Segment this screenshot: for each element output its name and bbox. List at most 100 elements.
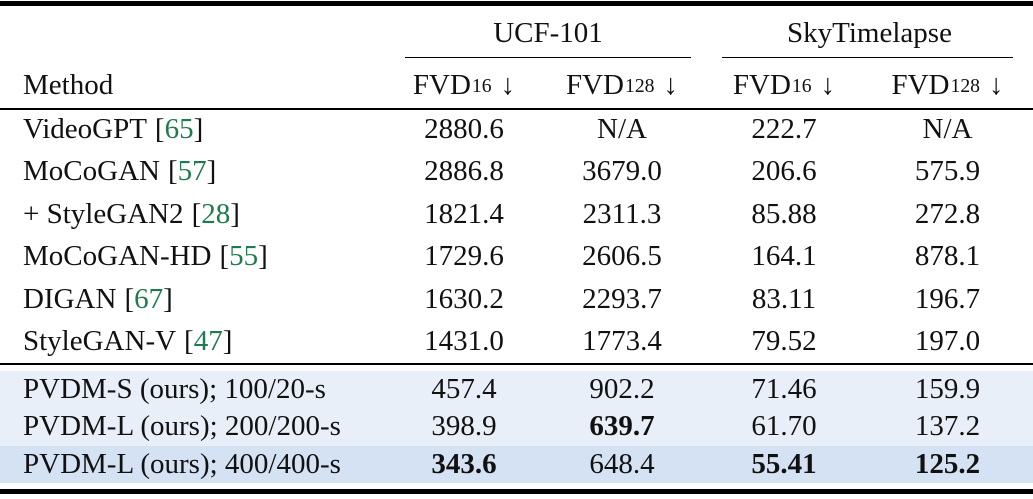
citation-bracket: [ [154, 112, 165, 145]
method-name: VideoGPT [23, 112, 147, 145]
citation-number[interactable]: 47 [193, 325, 223, 358]
value-cell: 1773.4 [582, 325, 662, 358]
column-group-skytimelapse: SkyTimelapse [787, 16, 952, 49]
down-arrow-icon: ↓ [663, 69, 679, 101]
metric-header-ucf-fvd128: FVD 128 ↓ [565, 69, 679, 101]
citation-number[interactable]: 57 [177, 155, 207, 188]
value-cell: 648.4 [538, 445, 706, 483]
value-cell: 196.7 [914, 282, 981, 315]
value-cell: 457.4 [390, 371, 538, 409]
citation-bracket: ] [193, 112, 204, 145]
method-name: DIGAN [23, 282, 117, 315]
method-name: PVDM-L (ours); 400/400-s [23, 447, 341, 480]
value-cell: 2606.5 [582, 240, 662, 273]
method-column-header: Method [23, 69, 114, 101]
value-cell: 272.8 [914, 197, 981, 230]
value-cell: 164.1 [751, 240, 817, 273]
value-cell: 137.2 [862, 408, 1033, 446]
metric-header-ucf-fvd16: FVD 16 ↓ [412, 69, 516, 101]
value-cell: 902.2 [538, 371, 706, 409]
value-cell: 878.1 [914, 240, 981, 273]
header-midrule [0, 108, 1033, 111]
table-bottom-rule [0, 489, 1033, 494]
value-cell: N/A [922, 112, 973, 145]
citation-link[interactable]: [67] [124, 282, 173, 315]
citation-link[interactable]: [28] [191, 197, 240, 230]
value-cell: 2880.6 [424, 112, 504, 145]
citation-bracket: ] [258, 240, 268, 273]
citation-bracket: ] [163, 282, 173, 315]
citation-link[interactable]: [65] [154, 112, 204, 145]
ucf101-group-underline [405, 56, 691, 59]
metric-name: FVD [891, 69, 950, 101]
down-arrow-icon: ↓ [500, 69, 516, 101]
value-cell: 71.46 [706, 371, 862, 409]
table-top-rule [0, 1, 1033, 6]
method-cell: DIGAN [67] [0, 278, 390, 321]
body-midrule [0, 363, 1033, 366]
value-cell: 55.41 [706, 445, 862, 483]
citation-bracket: [ [167, 155, 178, 188]
value-cell: 206.6 [751, 155, 817, 188]
citation-link[interactable]: [57] [168, 157, 216, 186]
citation-number[interactable]: 65 [164, 112, 194, 145]
value-cell: 85.88 [751, 197, 817, 230]
citation-bracket: [ [124, 282, 135, 315]
value-cell: 125.2 [862, 445, 1033, 483]
value-cell: 3679.0 [582, 155, 662, 188]
citation-bracket: ] [222, 325, 233, 358]
method-cell: MoCoGAN [57] [0, 151, 390, 194]
value-cell: 83.11 [751, 282, 817, 315]
value-cell: 1821.4 [424, 197, 504, 230]
method-cell: VideoGPT [65] [0, 108, 390, 151]
value-cell: 61.70 [706, 408, 862, 446]
method-name: MoCoGAN [23, 155, 160, 188]
value-cell: 575.9 [914, 155, 981, 188]
value-cell: 1729.6 [424, 240, 504, 273]
method-cell: PVDM-L (ours); 200/200-s [0, 408, 390, 446]
citation-link[interactable]: [55] [220, 242, 268, 271]
citation-number[interactable]: 55 [229, 240, 259, 273]
method-cell: MoCoGAN-HD [55] [0, 236, 390, 279]
method-name: PVDM-L (ours); 200/200-s [23, 410, 341, 443]
metric-name: FVD [565, 69, 624, 101]
value-cell: 1630.2 [424, 282, 504, 315]
down-arrow-icon: ↓ [820, 69, 836, 101]
value-cell: 159.9 [862, 371, 1033, 409]
value-cell: 1431.0 [424, 325, 504, 358]
column-group-ucf101: UCF-101 [493, 16, 603, 49]
value-cell: 222.7 [751, 112, 817, 145]
skytimelapse-group-underline [722, 56, 1013, 59]
citation-bracket: ] [206, 155, 217, 188]
value-cell: 2886.8 [424, 155, 504, 188]
citation-number[interactable]: 67 [134, 282, 164, 315]
value-cell: N/A [597, 112, 647, 145]
method-cell: PVDM-S (ours); 100/20-s [0, 371, 390, 409]
metric-header-sky-fvd128: FVD 128 ↓ [891, 69, 1004, 101]
method-cell: + StyleGAN2 [28] [0, 193, 390, 236]
method-name: MoCoGAN-HD [23, 240, 212, 273]
citation-link[interactable]: [47] [184, 327, 232, 356]
method-name: PVDM-S (ours); 100/20-s [23, 373, 326, 406]
method-name: StyleGAN-V [23, 325, 177, 358]
citation-number[interactable]: 28 [201, 197, 231, 230]
method-cell: PVDM-L (ours); 400/400-s [0, 445, 390, 483]
citation-bracket: [ [191, 197, 202, 230]
value-cell: 639.7 [538, 408, 706, 446]
value-cell: 197.0 [914, 325, 981, 358]
down-arrow-icon: ↓ [989, 69, 1004, 101]
metric-name: FVD [732, 69, 791, 101]
value-cell: 398.9 [390, 408, 538, 446]
citation-bracket: ] [230, 197, 240, 230]
value-cell: 2311.3 [582, 197, 662, 230]
citation-bracket: [ [184, 325, 194, 358]
method-cell: StyleGAN-V [47] [0, 321, 390, 364]
citation-bracket: [ [219, 240, 230, 273]
metric-header-sky-fvd16: FVD 16 ↓ [732, 69, 836, 101]
metric-name: FVD [412, 69, 471, 101]
value-cell: 2293.7 [582, 282, 662, 315]
value-cell: 79.52 [751, 325, 817, 358]
method-name: + StyleGAN2 [23, 197, 184, 230]
